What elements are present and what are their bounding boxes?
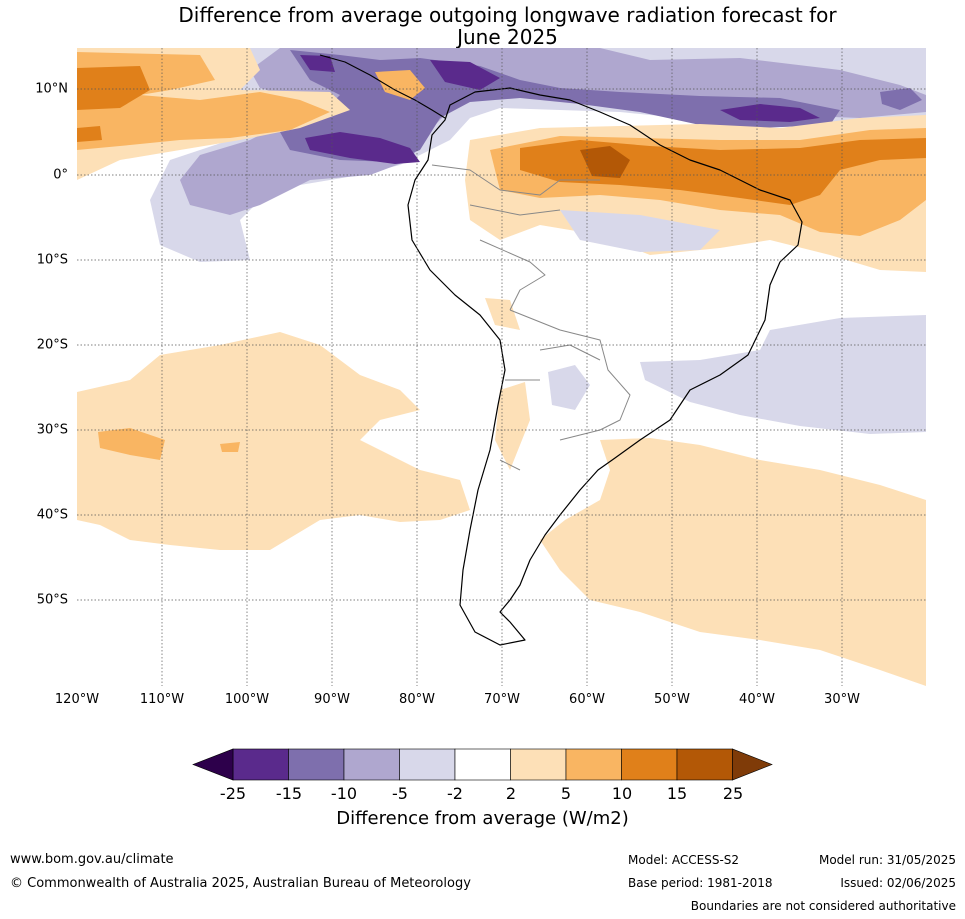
country-borders bbox=[431, 164, 631, 471]
footer-disclaimer: Boundaries are not considered authoritat… bbox=[690, 899, 956, 913]
lon-tick-label: 80°W bbox=[399, 692, 435, 707]
lon-tick-label: 90°W bbox=[314, 692, 350, 707]
contour-orange-caribbean bbox=[375, 70, 425, 100]
footer-copyright: © Commonwealth of Australia 2025, Austra… bbox=[10, 876, 471, 891]
lat-tick-label: 40°S bbox=[36, 507, 68, 523]
title-line-1: Difference from average outgoing longwav… bbox=[178, 3, 837, 27]
colorbar-tick-label: -5 bbox=[392, 784, 408, 803]
footer-model: Model: ACCESS-S2 bbox=[628, 853, 740, 867]
colorbar-segment bbox=[454, 748, 511, 781]
footer-base-period: Base period: 1981-2018 bbox=[628, 876, 773, 890]
lat-tick-label: 10°S bbox=[36, 252, 68, 268]
colorbar-tick-label: 25 bbox=[722, 784, 744, 803]
central-america-coastline bbox=[319, 54, 446, 119]
colorbar-tick-label: 15 bbox=[666, 784, 688, 803]
land-outlines bbox=[319, 54, 803, 646]
graticule bbox=[77, 48, 926, 686]
contour-darkest-orange-equatorial bbox=[580, 146, 630, 178]
chart-title: Difference from average outgoing longwav… bbox=[0, 4, 965, 48]
lat-tick-label: 10°N bbox=[35, 81, 68, 97]
contour-mid-purple-east bbox=[880, 88, 922, 110]
colorbar-under-arrow bbox=[192, 748, 234, 781]
colorbar bbox=[192, 748, 773, 781]
lon-tick-label: 60°W bbox=[569, 692, 605, 707]
colorbar-segment bbox=[676, 748, 733, 781]
south-america-coastline bbox=[407, 87, 803, 646]
contour-peach-south-atlantic bbox=[540, 438, 926, 686]
contour-peach-andes bbox=[495, 382, 530, 470]
colorbar-tick-label: 2 bbox=[505, 784, 517, 803]
colorbar-tick-label: -2 bbox=[447, 784, 463, 803]
lat-tick-label: 30°S bbox=[36, 422, 68, 438]
colorbar-tick-label: -25 bbox=[219, 784, 247, 803]
colorbar-segment bbox=[565, 748, 622, 781]
colorbar-segment bbox=[288, 748, 345, 781]
contour-lavender-peru bbox=[560, 210, 720, 252]
footer-model-run: Model run: 31/05/2025 bbox=[818, 853, 956, 867]
contour-dark-orange-nw bbox=[77, 66, 150, 110]
lat-tick-label: 20°S bbox=[36, 337, 68, 353]
contour-dark-purple-3 bbox=[430, 60, 500, 90]
contour-dark-purple-2 bbox=[720, 104, 820, 122]
colorbar-title: Difference from average (W/m2) bbox=[336, 808, 629, 829]
colorbar-tick-label: 10 bbox=[611, 784, 633, 803]
contour-dark-purple-1 bbox=[305, 132, 420, 164]
lat-tick-label: 50°S bbox=[36, 592, 68, 608]
lon-tick-label: 30°W bbox=[824, 692, 860, 707]
colorbar-tick-label: -10 bbox=[330, 784, 358, 803]
contour-peach-south-pacific bbox=[77, 332, 470, 550]
colorbar-segment bbox=[343, 748, 400, 781]
colorbar-over-arrow bbox=[732, 748, 773, 781]
colorbar-segment bbox=[232, 748, 289, 781]
contour-mid-purple-north bbox=[280, 50, 840, 162]
lon-tick-label: 40°W bbox=[739, 692, 775, 707]
colorbar-tick-label: 5 bbox=[560, 784, 572, 803]
colorbar-tick-label: -15 bbox=[275, 784, 303, 803]
contour-orange-south-pacific bbox=[98, 428, 165, 460]
colorbar-segment bbox=[621, 748, 678, 781]
lon-tick-label: 100°W bbox=[224, 692, 270, 707]
footer-url: www.bom.gov.au/climate bbox=[10, 852, 174, 867]
contour-orange-south-pacific-2 bbox=[220, 442, 240, 452]
contour-peach-andes-north bbox=[485, 298, 520, 330]
contour-dark-purple-4 bbox=[300, 55, 335, 72]
lon-tick-label: 50°W bbox=[654, 692, 690, 707]
colorbar-segment bbox=[399, 748, 456, 781]
colorbar-segment bbox=[510, 748, 567, 781]
lon-tick-label: 120°W bbox=[54, 692, 100, 707]
footer-issued: Issued: 02/06/2025 bbox=[840, 876, 956, 890]
title-line-2: June 2025 bbox=[457, 25, 558, 49]
lat-tick-label: 0° bbox=[53, 167, 68, 183]
lon-tick-label: 70°W bbox=[484, 692, 520, 707]
contour-lavender-bolivia bbox=[548, 365, 590, 410]
contour-dark-orange-nw-2 bbox=[77, 126, 102, 142]
lon-tick-label: 110°W bbox=[139, 692, 185, 707]
